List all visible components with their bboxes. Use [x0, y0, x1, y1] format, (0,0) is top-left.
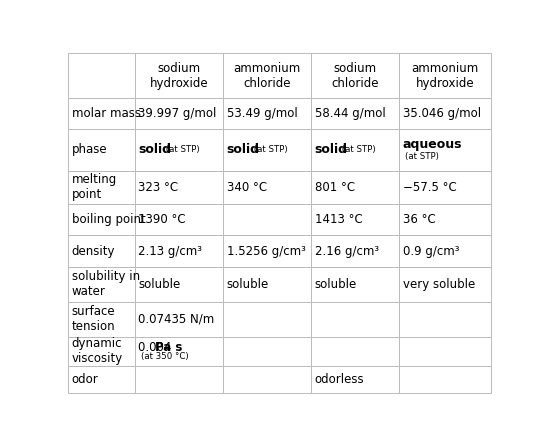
- Bar: [223, 236, 311, 267]
- Bar: [135, 98, 223, 130]
- Text: very soluble: very soluble: [402, 278, 475, 291]
- Text: melting
point: melting point: [72, 173, 117, 202]
- Text: 36 °C: 36 °C: [402, 213, 435, 226]
- Text: density: density: [72, 244, 115, 258]
- Text: (at STP): (at STP): [163, 145, 200, 154]
- Bar: [68, 302, 135, 337]
- Bar: [399, 267, 491, 302]
- Text: solubility in
water: solubility in water: [72, 270, 140, 298]
- Bar: [135, 130, 223, 171]
- Text: ammonium
chloride: ammonium chloride: [234, 61, 301, 90]
- Bar: [223, 53, 311, 98]
- Text: solid: solid: [227, 144, 259, 156]
- Text: (at STP): (at STP): [339, 145, 376, 154]
- Text: 35.046 g/mol: 35.046 g/mol: [402, 107, 480, 120]
- Bar: [399, 302, 491, 337]
- Bar: [311, 130, 399, 171]
- Bar: [311, 53, 399, 98]
- Bar: [68, 98, 135, 130]
- Text: 1413 °C: 1413 °C: [314, 213, 363, 226]
- Text: aqueous: aqueous: [402, 138, 462, 151]
- Bar: [135, 302, 223, 337]
- Bar: [399, 236, 491, 267]
- Bar: [223, 366, 311, 393]
- Bar: [135, 53, 223, 98]
- Bar: [399, 204, 491, 236]
- Bar: [223, 337, 311, 366]
- Bar: [223, 302, 311, 337]
- Bar: [399, 98, 491, 130]
- Text: sodium
hydroxide: sodium hydroxide: [150, 61, 209, 90]
- Bar: [311, 171, 399, 204]
- Text: (at STP): (at STP): [251, 145, 288, 154]
- Bar: [135, 171, 223, 204]
- Bar: [68, 267, 135, 302]
- Bar: [311, 366, 399, 393]
- Text: soluble: soluble: [139, 278, 181, 291]
- Bar: [135, 337, 223, 366]
- Text: 340 °C: 340 °C: [227, 181, 266, 194]
- Bar: [311, 236, 399, 267]
- Text: −57.5 °C: −57.5 °C: [402, 181, 456, 194]
- Text: boiling point: boiling point: [72, 213, 145, 226]
- Bar: [311, 302, 399, 337]
- Bar: [68, 130, 135, 171]
- Text: 53.49 g/mol: 53.49 g/mol: [227, 107, 297, 120]
- Bar: [223, 130, 311, 171]
- Bar: [311, 337, 399, 366]
- Bar: [399, 366, 491, 393]
- Text: 0.9 g/cm³: 0.9 g/cm³: [402, 244, 459, 258]
- Bar: [399, 337, 491, 366]
- Text: odor: odor: [72, 373, 98, 386]
- Bar: [68, 204, 135, 236]
- Bar: [399, 53, 491, 98]
- Text: soluble: soluble: [227, 278, 269, 291]
- Text: 39.997 g/mol: 39.997 g/mol: [139, 107, 217, 120]
- Text: 0.07435 N/m: 0.07435 N/m: [139, 313, 215, 326]
- Text: solid: solid: [139, 144, 171, 156]
- Text: surface
tension: surface tension: [72, 305, 115, 333]
- Bar: [135, 204, 223, 236]
- Text: 801 °C: 801 °C: [314, 181, 355, 194]
- Text: 0.004: 0.004: [139, 341, 176, 354]
- Bar: [223, 267, 311, 302]
- Bar: [311, 267, 399, 302]
- Bar: [135, 267, 223, 302]
- Bar: [223, 171, 311, 204]
- Text: 1390 °C: 1390 °C: [139, 213, 186, 226]
- Bar: [311, 98, 399, 130]
- Text: (at STP): (at STP): [405, 152, 438, 161]
- Bar: [135, 236, 223, 267]
- Text: odorless: odorless: [314, 373, 364, 386]
- Bar: [399, 171, 491, 204]
- Text: sodium
chloride: sodium chloride: [331, 61, 379, 90]
- Text: 2.16 g/cm³: 2.16 g/cm³: [314, 244, 378, 258]
- Bar: [223, 204, 311, 236]
- Bar: [68, 53, 135, 98]
- Bar: [68, 337, 135, 366]
- Text: Pa s: Pa s: [155, 341, 182, 354]
- Text: solid: solid: [314, 144, 347, 156]
- Bar: [135, 366, 223, 393]
- Text: 58.44 g/mol: 58.44 g/mol: [314, 107, 385, 120]
- Bar: [223, 98, 311, 130]
- Text: ammonium
hydroxide: ammonium hydroxide: [412, 61, 479, 90]
- Bar: [311, 204, 399, 236]
- Text: 323 °C: 323 °C: [139, 181, 179, 194]
- Text: 2.13 g/cm³: 2.13 g/cm³: [139, 244, 203, 258]
- Text: molar mass: molar mass: [72, 107, 141, 120]
- Text: dynamic
viscosity: dynamic viscosity: [72, 337, 123, 365]
- Text: (at 350 °C): (at 350 °C): [141, 351, 188, 361]
- Bar: [68, 171, 135, 204]
- Text: 1.5256 g/cm³: 1.5256 g/cm³: [227, 244, 305, 258]
- Bar: [399, 130, 491, 171]
- Text: soluble: soluble: [314, 278, 357, 291]
- Text: phase: phase: [72, 144, 107, 156]
- Bar: [68, 236, 135, 267]
- Bar: [68, 366, 135, 393]
